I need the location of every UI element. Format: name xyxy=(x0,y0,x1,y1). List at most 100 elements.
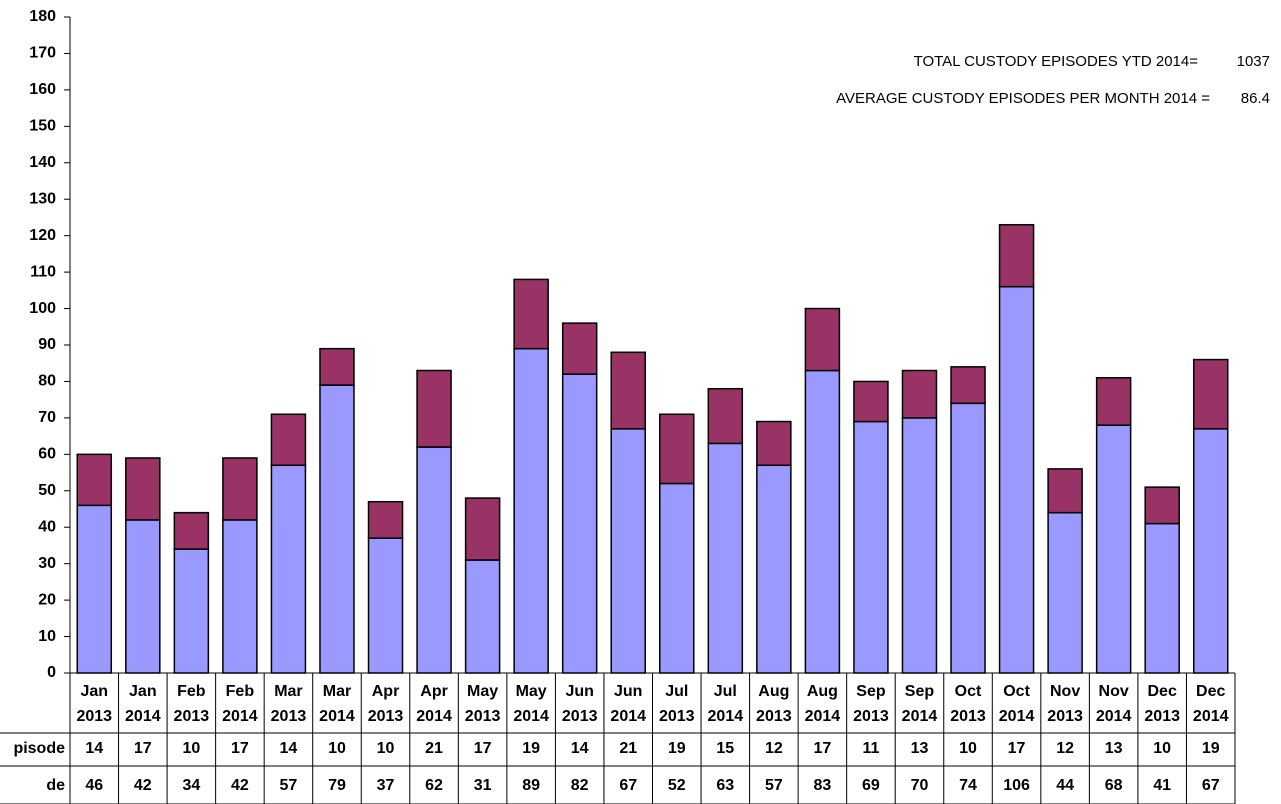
x-tick-label: Oct xyxy=(955,683,982,700)
table-value: 41 xyxy=(1153,777,1171,794)
bar-segment xyxy=(1047,468,1083,514)
bar-segment xyxy=(125,457,161,521)
x-tick-label: May xyxy=(467,683,498,700)
bar-segment xyxy=(610,351,646,430)
table-value: 34 xyxy=(182,777,200,794)
table-value: 19 xyxy=(1202,740,1220,757)
y-tick-label: 20 xyxy=(38,591,56,608)
table-value: 12 xyxy=(765,740,783,757)
table-value: 89 xyxy=(522,777,540,794)
table-value: 31 xyxy=(474,777,492,794)
x-tick-label: 2014 xyxy=(708,708,744,725)
bar-segment xyxy=(853,380,889,423)
table-value: 63 xyxy=(716,777,734,794)
bar-segment xyxy=(464,497,501,561)
table-value: 12 xyxy=(1056,740,1074,757)
table-value: 13 xyxy=(911,740,929,757)
bar-segment xyxy=(270,464,307,674)
x-tick-label: Sep xyxy=(856,683,886,700)
x-tick-label: 2013 xyxy=(562,708,598,725)
bar-segment xyxy=(464,559,501,674)
x-tick-label: Jun xyxy=(614,683,642,700)
x-tick-label: Jan xyxy=(80,683,108,700)
table-value: 42 xyxy=(231,777,249,794)
bar-segment xyxy=(367,500,404,539)
y-tick-label: 140 xyxy=(29,154,56,171)
x-tick-label: Aug xyxy=(807,683,838,700)
bar-segment xyxy=(76,504,113,674)
x-tick-label: 2014 xyxy=(319,708,355,725)
x-tick-label: 2013 xyxy=(1047,708,1083,725)
bar-segment xyxy=(270,413,307,467)
bar-segment xyxy=(901,369,938,419)
table-value: 17 xyxy=(134,740,152,757)
table-value: 14 xyxy=(571,740,589,757)
bar-segment xyxy=(1047,511,1083,674)
x-tick-label: 2013 xyxy=(756,708,792,725)
x-tick-label: Dec xyxy=(1148,683,1177,700)
bar-segment xyxy=(1144,486,1180,525)
table-value: 10 xyxy=(182,740,200,757)
x-tick-label: Apr xyxy=(420,683,448,700)
y-tick-label: 150 xyxy=(29,118,56,135)
x-tick-label: Mar xyxy=(323,683,351,700)
x-tick-label: 2014 xyxy=(1193,708,1229,725)
x-tick-label: May xyxy=(516,683,547,700)
bar-segment xyxy=(416,369,452,448)
x-tick-label: 2013 xyxy=(659,708,695,725)
bar-segment xyxy=(76,453,113,507)
y-tick-label: 60 xyxy=(38,446,56,463)
annotation-label: TOTAL CUSTODY EPISODES YTD 2014= xyxy=(914,53,1199,70)
bar-segment xyxy=(659,413,695,485)
table-value: 11 xyxy=(862,740,879,757)
table-value: 46 xyxy=(85,777,103,794)
bar-segment xyxy=(125,519,161,674)
bar-segment xyxy=(853,420,889,674)
table-value: 10 xyxy=(377,740,395,757)
table-value: 83 xyxy=(813,777,831,794)
x-tick-label: 2013 xyxy=(853,708,889,725)
table-value: 19 xyxy=(668,740,686,757)
x-tick-label: 2014 xyxy=(610,708,646,725)
bar-segment xyxy=(561,322,598,375)
bar-segment xyxy=(707,387,744,445)
x-tick-label: Jun xyxy=(565,683,593,700)
y-tick-label: 90 xyxy=(38,336,56,353)
y-tick-label: 50 xyxy=(38,482,56,499)
bar-segment xyxy=(173,511,210,550)
bar-segment xyxy=(998,223,1035,288)
x-tick-label: Feb xyxy=(226,683,255,700)
x-tick-label: Dec xyxy=(1196,683,1225,700)
table-value: 57 xyxy=(765,777,783,794)
x-tick-label: Nov xyxy=(1099,683,1129,700)
x-tick-label: 2014 xyxy=(1096,708,1132,725)
x-tick-label: Apr xyxy=(372,683,400,700)
bar-segment xyxy=(173,548,210,674)
bar-segment xyxy=(659,482,695,674)
bar-segment xyxy=(222,519,258,674)
table-value: 17 xyxy=(231,740,249,757)
bar-segment xyxy=(367,537,404,674)
bar-segment xyxy=(707,442,744,674)
bar-segment xyxy=(513,278,549,350)
table-value: 52 xyxy=(668,777,686,794)
x-tick-label: Jul xyxy=(665,683,688,700)
table-value: 44 xyxy=(1056,777,1074,794)
bar-segment xyxy=(416,446,452,674)
x-tick-label: 2014 xyxy=(999,708,1035,725)
bar-segment xyxy=(319,347,355,386)
x-tick-label: Oct xyxy=(1003,683,1030,700)
bar-segment xyxy=(804,307,841,372)
y-tick-label: 0 xyxy=(47,664,56,681)
table-value: 17 xyxy=(474,740,492,757)
x-tick-label: 2014 xyxy=(513,708,549,725)
table-value: 42 xyxy=(134,777,152,794)
bar-segment xyxy=(950,402,986,674)
bar-segment xyxy=(1192,358,1229,430)
x-tick-label: 2014 xyxy=(416,708,452,725)
annotation-value: 86.4 xyxy=(1241,90,1270,107)
x-tick-label: Nov xyxy=(1050,683,1080,700)
table-value: 79 xyxy=(328,777,346,794)
bar-segment xyxy=(1144,522,1180,674)
table-value: 68 xyxy=(1105,777,1123,794)
